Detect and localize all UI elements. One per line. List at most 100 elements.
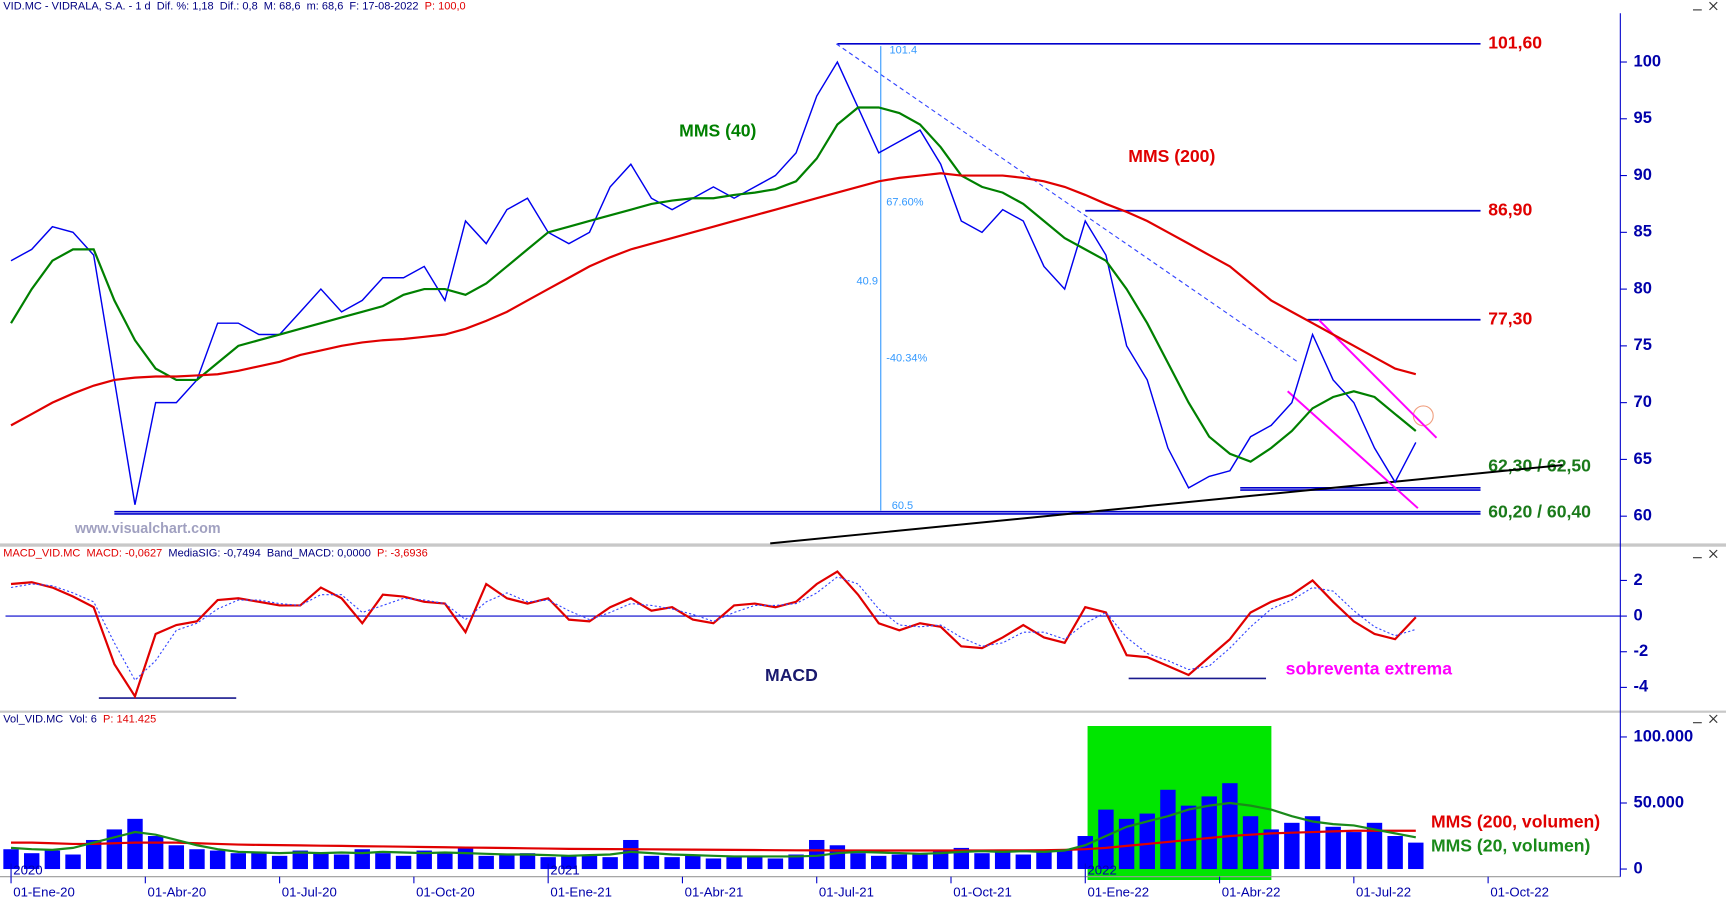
volume-bar <box>767 858 784 870</box>
volume-bar <box>643 855 660 870</box>
y-tick-label: 75 <box>1634 336 1652 354</box>
series-line <box>10 60 1417 505</box>
volume-bar <box>65 854 81 870</box>
volume-bar <box>953 847 970 870</box>
volume-bar <box>623 839 639 870</box>
volume-bar <box>1036 851 1052 870</box>
y-tick-label: 70 <box>1634 393 1652 411</box>
panel-header: MACD_VID.MC MACD: -0,0627 MediaSIG: -0,7… <box>3 547 427 559</box>
y-tick-label: 95 <box>1634 109 1652 127</box>
header-part: MACD_VID.MC MACD: -0,0627 <box>3 547 168 559</box>
volume-bar <box>1284 822 1300 870</box>
y-tick-label: 65 <box>1634 450 1652 468</box>
volume-bar <box>788 854 804 870</box>
volume-bar <box>829 845 846 870</box>
series-line <box>10 106 1417 463</box>
x-tick-label: 01-Jul-22 <box>1356 885 1411 900</box>
x-tick-label: 01-Oct-22 <box>1490 885 1549 900</box>
series-label: MMS (20, volumen) <box>1431 836 1590 856</box>
y-tick-label: -4 <box>1634 678 1650 696</box>
volume-bar <box>416 850 432 870</box>
volume-bar <box>1160 789 1176 870</box>
y-tick-label: 100 <box>1634 52 1662 70</box>
fib-label: -40.34% <box>886 353 927 365</box>
trend-line <box>1318 319 1438 439</box>
series-line <box>11 829 1416 852</box>
x-tick-label: 01-Ene-22 <box>1087 885 1149 900</box>
window-buttons <box>1692 1 1718 724</box>
volume-bar <box>24 853 40 870</box>
volume-bar <box>891 854 908 870</box>
volume-bar <box>168 845 185 870</box>
y-tick-label: 50.000 <box>1634 793 1684 811</box>
y-tick-label: 80 <box>1634 279 1652 297</box>
level-label: 77,30 <box>1488 308 1532 328</box>
volume-bar <box>251 851 267 870</box>
year-label: 2022 <box>1087 863 1116 878</box>
volume-bar <box>1304 816 1321 870</box>
volume-bar <box>1015 854 1032 870</box>
volume-bar <box>1180 805 1197 870</box>
y-tick-label: 90 <box>1634 166 1652 184</box>
fib-label: 67.60% <box>886 196 924 208</box>
x-tick-label: 01-Ene-20 <box>13 885 75 900</box>
series-label: MMS (200, volumen) <box>1431 811 1600 831</box>
volume-bar <box>705 858 722 870</box>
watermark: www.visualchart.com <box>74 521 221 537</box>
y-tick-label: 0 <box>1634 859 1643 877</box>
panel-header: VID.MC - VIDRALA, S.A. - 1 d Dif. %: 1,1… <box>3 1 465 13</box>
volume-bar <box>375 853 391 870</box>
volume-bar <box>519 853 536 870</box>
fib-label: 60.5 <box>892 500 913 512</box>
series-line <box>10 801 1417 858</box>
y-tick-label: 2 <box>1634 571 1643 589</box>
volume-bar <box>850 853 866 870</box>
volume-bar <box>581 854 598 870</box>
header-part: MediaSIG: -0,7494 Band_MACD: 0,0000 <box>168 547 377 559</box>
volume-bar <box>1387 836 1403 870</box>
volume-bar <box>1366 822 1383 870</box>
panel-separator <box>0 543 1726 547</box>
panel-header: Vol_VID.MC Vol: 6 P: 141.425 <box>3 713 156 725</box>
header-part: P: 100,0 <box>425 1 466 13</box>
volume-bar <box>230 853 246 870</box>
volume-bar <box>3 849 19 870</box>
volume-bar <box>1346 832 1362 870</box>
x-tick-label: 01-Abr-22 <box>1222 885 1281 900</box>
panel-separator <box>0 710 1726 713</box>
volume-bar <box>540 857 556 870</box>
series-line <box>10 576 1416 682</box>
series-label: MMS (200) <box>1128 146 1215 166</box>
x-tick-label: 01-Oct-21 <box>953 885 1012 900</box>
x-tick-label: 01-Ene-21 <box>550 885 612 900</box>
volume-bar <box>664 857 680 870</box>
x-tick-label: 01-Abr-20 <box>148 885 207 900</box>
volume-bar <box>209 850 226 870</box>
x-tick-label: 01-Abr-21 <box>685 885 744 900</box>
volume-bar <box>437 853 453 870</box>
year-label: 2021 <box>550 863 579 878</box>
volume-bar <box>1242 816 1259 870</box>
volume-bar <box>1056 849 1073 870</box>
volume-bar <box>395 855 412 870</box>
x-tick-label: 01-Jul-20 <box>282 885 337 900</box>
header-part: P: 141.425 <box>103 713 156 725</box>
series-line <box>10 570 1417 699</box>
volume-bar <box>870 855 887 870</box>
fib-label: 40.9 <box>857 276 878 288</box>
trend-line <box>770 464 1563 545</box>
volume-bar <box>602 857 618 870</box>
y-tick-label: 60 <box>1634 507 1652 525</box>
volume-bar <box>932 850 949 870</box>
volume-bar <box>271 855 288 870</box>
volume-bar <box>292 850 308 870</box>
series-line <box>10 172 1417 427</box>
x-tick-label: 01-Jul-21 <box>819 885 874 900</box>
level-label: 86,90 <box>1488 199 1532 219</box>
volume-bar <box>974 853 990 870</box>
series-label: MMS (40) <box>679 121 756 141</box>
volume-bar <box>1201 796 1217 870</box>
fib-label: 101.4 <box>890 44 918 56</box>
volume-bar <box>85 839 102 870</box>
